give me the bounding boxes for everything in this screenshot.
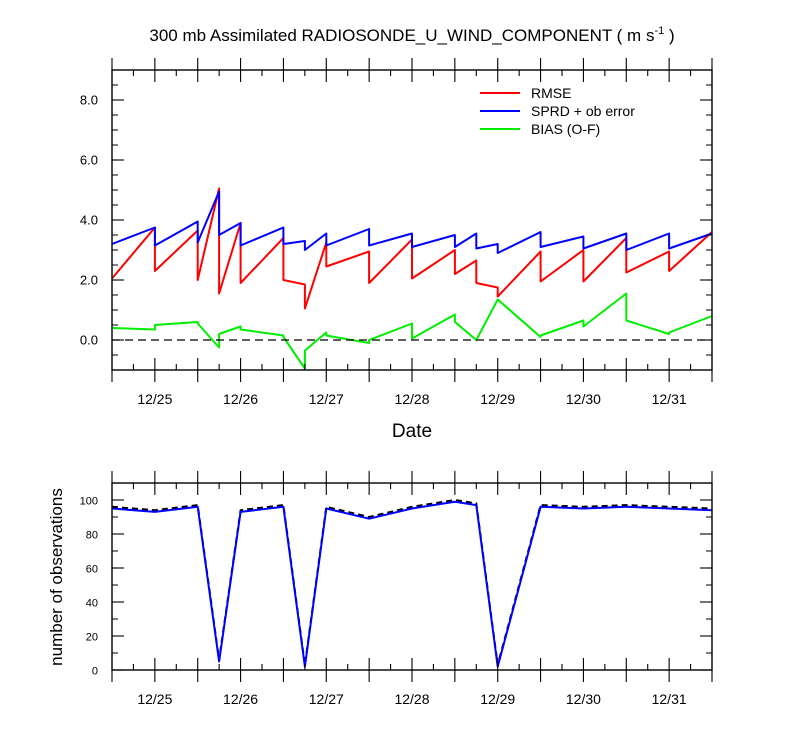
series-line-rmse xyxy=(111,187,713,310)
top-series-group xyxy=(111,187,713,370)
bottom-plot-frame xyxy=(111,482,713,671)
y-tick-label: 0.0 xyxy=(80,333,98,348)
x-tick-label: 12/28 xyxy=(394,391,429,407)
x-tick-label: 12/29 xyxy=(480,391,515,407)
x-tick-label: 12/26 xyxy=(223,391,258,407)
chart-title-units-sup: -1 xyxy=(654,25,664,37)
chart-title-text: 300 mb Assimilated RADIOSONDE_U_WIND_COM… xyxy=(149,26,654,45)
y-tick-label: 20 xyxy=(86,632,98,644)
x-tick-label: 12/31 xyxy=(652,691,687,707)
y-tick-label: 60 xyxy=(86,564,98,576)
series-line-sprd-ob-error xyxy=(111,190,713,254)
legend: RMSE SPRD + ob error BIAS (O-F) xyxy=(480,85,635,137)
top-x-axis-label: Date xyxy=(392,421,432,442)
top-x-tick-labels: 12/25 12/26 12/27 12/28 12/29 12/30 12/31 xyxy=(137,391,687,407)
y-tick-label: 4.0 xyxy=(80,213,98,228)
series-line-bias-o-f xyxy=(111,292,713,370)
x-tick-label: 12/26 xyxy=(223,691,258,707)
y-tick-label: 8.0 xyxy=(80,93,98,108)
bottom-series-group xyxy=(111,499,713,668)
top-axis-ticks xyxy=(111,58,713,382)
chart-title-close: ) xyxy=(664,26,674,45)
x-tick-label: 12/27 xyxy=(309,391,344,407)
y-tick-label: 0 xyxy=(92,666,98,678)
y-tick-label: 40 xyxy=(86,598,98,610)
x-tick-label: 12/27 xyxy=(309,691,344,707)
bottom-y-tick-labels: 0 20 40 60 80 100 xyxy=(80,496,98,678)
series-line-observations-used xyxy=(111,500,713,668)
x-tick-label: 12/30 xyxy=(566,391,601,407)
chart-title: 300 mb Assimilated RADIOSONDE_U_WIND_COM… xyxy=(149,25,674,45)
x-tick-label: 12/31 xyxy=(652,391,687,407)
x-tick-label: 12/25 xyxy=(137,691,172,707)
y-tick-label: 100 xyxy=(80,496,98,508)
x-tick-label: 12/28 xyxy=(394,691,429,707)
x-tick-label: 12/29 xyxy=(480,691,515,707)
legend-label: BIAS (O-F) xyxy=(531,121,600,137)
bottom-y-axis-label: number of observations xyxy=(47,488,66,666)
bottom-x-tick-labels: 12/25 12/26 12/27 12/28 12/29 12/30 12/31 xyxy=(137,691,687,707)
bottom-axis-ticks xyxy=(111,471,713,682)
top-panel: 0.02.04.06.08.0 12/25 12/26 12/27 12/28 12/2… xyxy=(80,58,713,442)
legend-label: SPRD + ob error xyxy=(531,103,635,119)
top-y-tick-labels: 0.0 2.0 4.0 6.0 8.0 xyxy=(80,93,98,348)
y-tick-label: 6.0 xyxy=(80,153,98,168)
series-line-observations-possible xyxy=(111,499,713,666)
x-tick-label: 12/30 xyxy=(566,691,601,707)
y-tick-label: 80 xyxy=(86,530,98,542)
legend-label: RMSE xyxy=(531,85,571,101)
x-tick-label: 12/25 xyxy=(137,391,172,407)
y-tick-label: 2.0 xyxy=(80,273,98,288)
